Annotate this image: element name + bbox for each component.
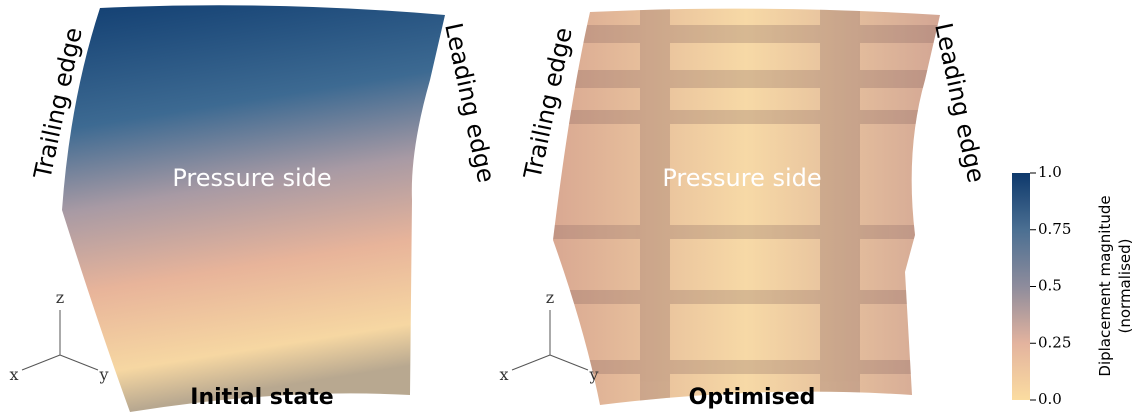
axis-triad	[511, 310, 589, 371]
leading-label: Leading edge	[929, 20, 990, 185]
axis-y: y	[588, 365, 598, 384]
leading-label: Leading edge	[439, 20, 500, 185]
colorbar-tick-label: 0.75	[1038, 220, 1071, 238]
colorbar-sublabel: (normalised)	[1116, 239, 1134, 334]
colorbar	[1012, 173, 1030, 400]
colorbar-tick-label: 0.25	[1038, 333, 1071, 351]
axis-z: z	[56, 288, 64, 307]
axis-triad	[21, 310, 99, 371]
axis-x: x	[9, 365, 18, 384]
colorbar-tick-label: 1.0	[1038, 163, 1062, 181]
panel-title: Initial state	[190, 385, 333, 410]
side-label: Pressure side	[662, 164, 821, 192]
colorbar-tick-label: 0.5	[1038, 277, 1062, 295]
axis-x: x	[499, 365, 508, 384]
colorbar-tick-label: 0.0	[1038, 390, 1062, 408]
blade-initial	[62, 5, 445, 413]
axis-z: z	[546, 288, 554, 307]
colorbar-label: Diplacement magnitude	[1096, 195, 1114, 376]
panel-title: Optimised	[689, 385, 816, 410]
blade-optimised	[553, 8, 940, 405]
side-label: Pressure side	[172, 164, 331, 192]
axis-y: y	[98, 365, 108, 384]
